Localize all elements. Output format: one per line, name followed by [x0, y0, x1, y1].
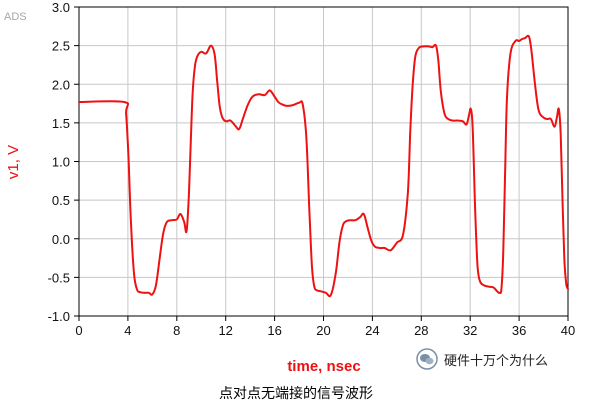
x-tick-label: 28: [414, 323, 428, 338]
y-tick-label: 2.5: [52, 39, 70, 54]
y-axis-tick-labels: -1.0 -0.5 0.0 0.5 1.0 1.5 2.0 2.5 3.0: [48, 0, 70, 324]
x-tick-label: 4: [124, 323, 131, 338]
y-tick-label: 0.0: [52, 232, 70, 247]
axis-ticks: [74, 6, 569, 321]
x-tick-label: 16: [267, 323, 281, 338]
x-tick-label: 32: [463, 323, 477, 338]
y-tick-label: -1.0: [48, 309, 70, 324]
x-tick-label: 0: [75, 323, 82, 338]
grid-lines: [79, 7, 568, 316]
ads-label: ADS: [4, 11, 27, 23]
x-axis-tick-labels: 0 4 8 12 16 20 24 28 32 36 40: [75, 323, 575, 338]
watermark-text: 硬件十万个为什么: [444, 353, 549, 369]
y-tick-label: 0.5: [52, 193, 70, 208]
x-tick-label: 24: [365, 323, 379, 338]
wechat-icon: [416, 348, 438, 370]
figure-caption: 点对点无端接的信号波形: [219, 386, 373, 402]
x-tick-label: 12: [218, 323, 232, 338]
y-tick-label: -0.5: [48, 270, 70, 285]
x-tick-label: 36: [512, 323, 526, 338]
y-tick-label: 1.0: [52, 155, 70, 170]
y-tick-label: 3.0: [52, 0, 70, 15]
x-tick-label: 20: [316, 323, 330, 338]
y-axis-title: v1, V: [5, 145, 22, 179]
x-tick-label: 8: [173, 323, 180, 338]
series-line-v1: [78, 34, 569, 298]
y-tick-label: 1.5: [52, 116, 70, 131]
y-tick-label: 2.0: [52, 77, 70, 92]
x-axis-title: time, nsec: [287, 358, 360, 375]
watermark: 硬件十万个为什么: [416, 347, 548, 371]
x-tick-label: 40: [561, 323, 575, 338]
